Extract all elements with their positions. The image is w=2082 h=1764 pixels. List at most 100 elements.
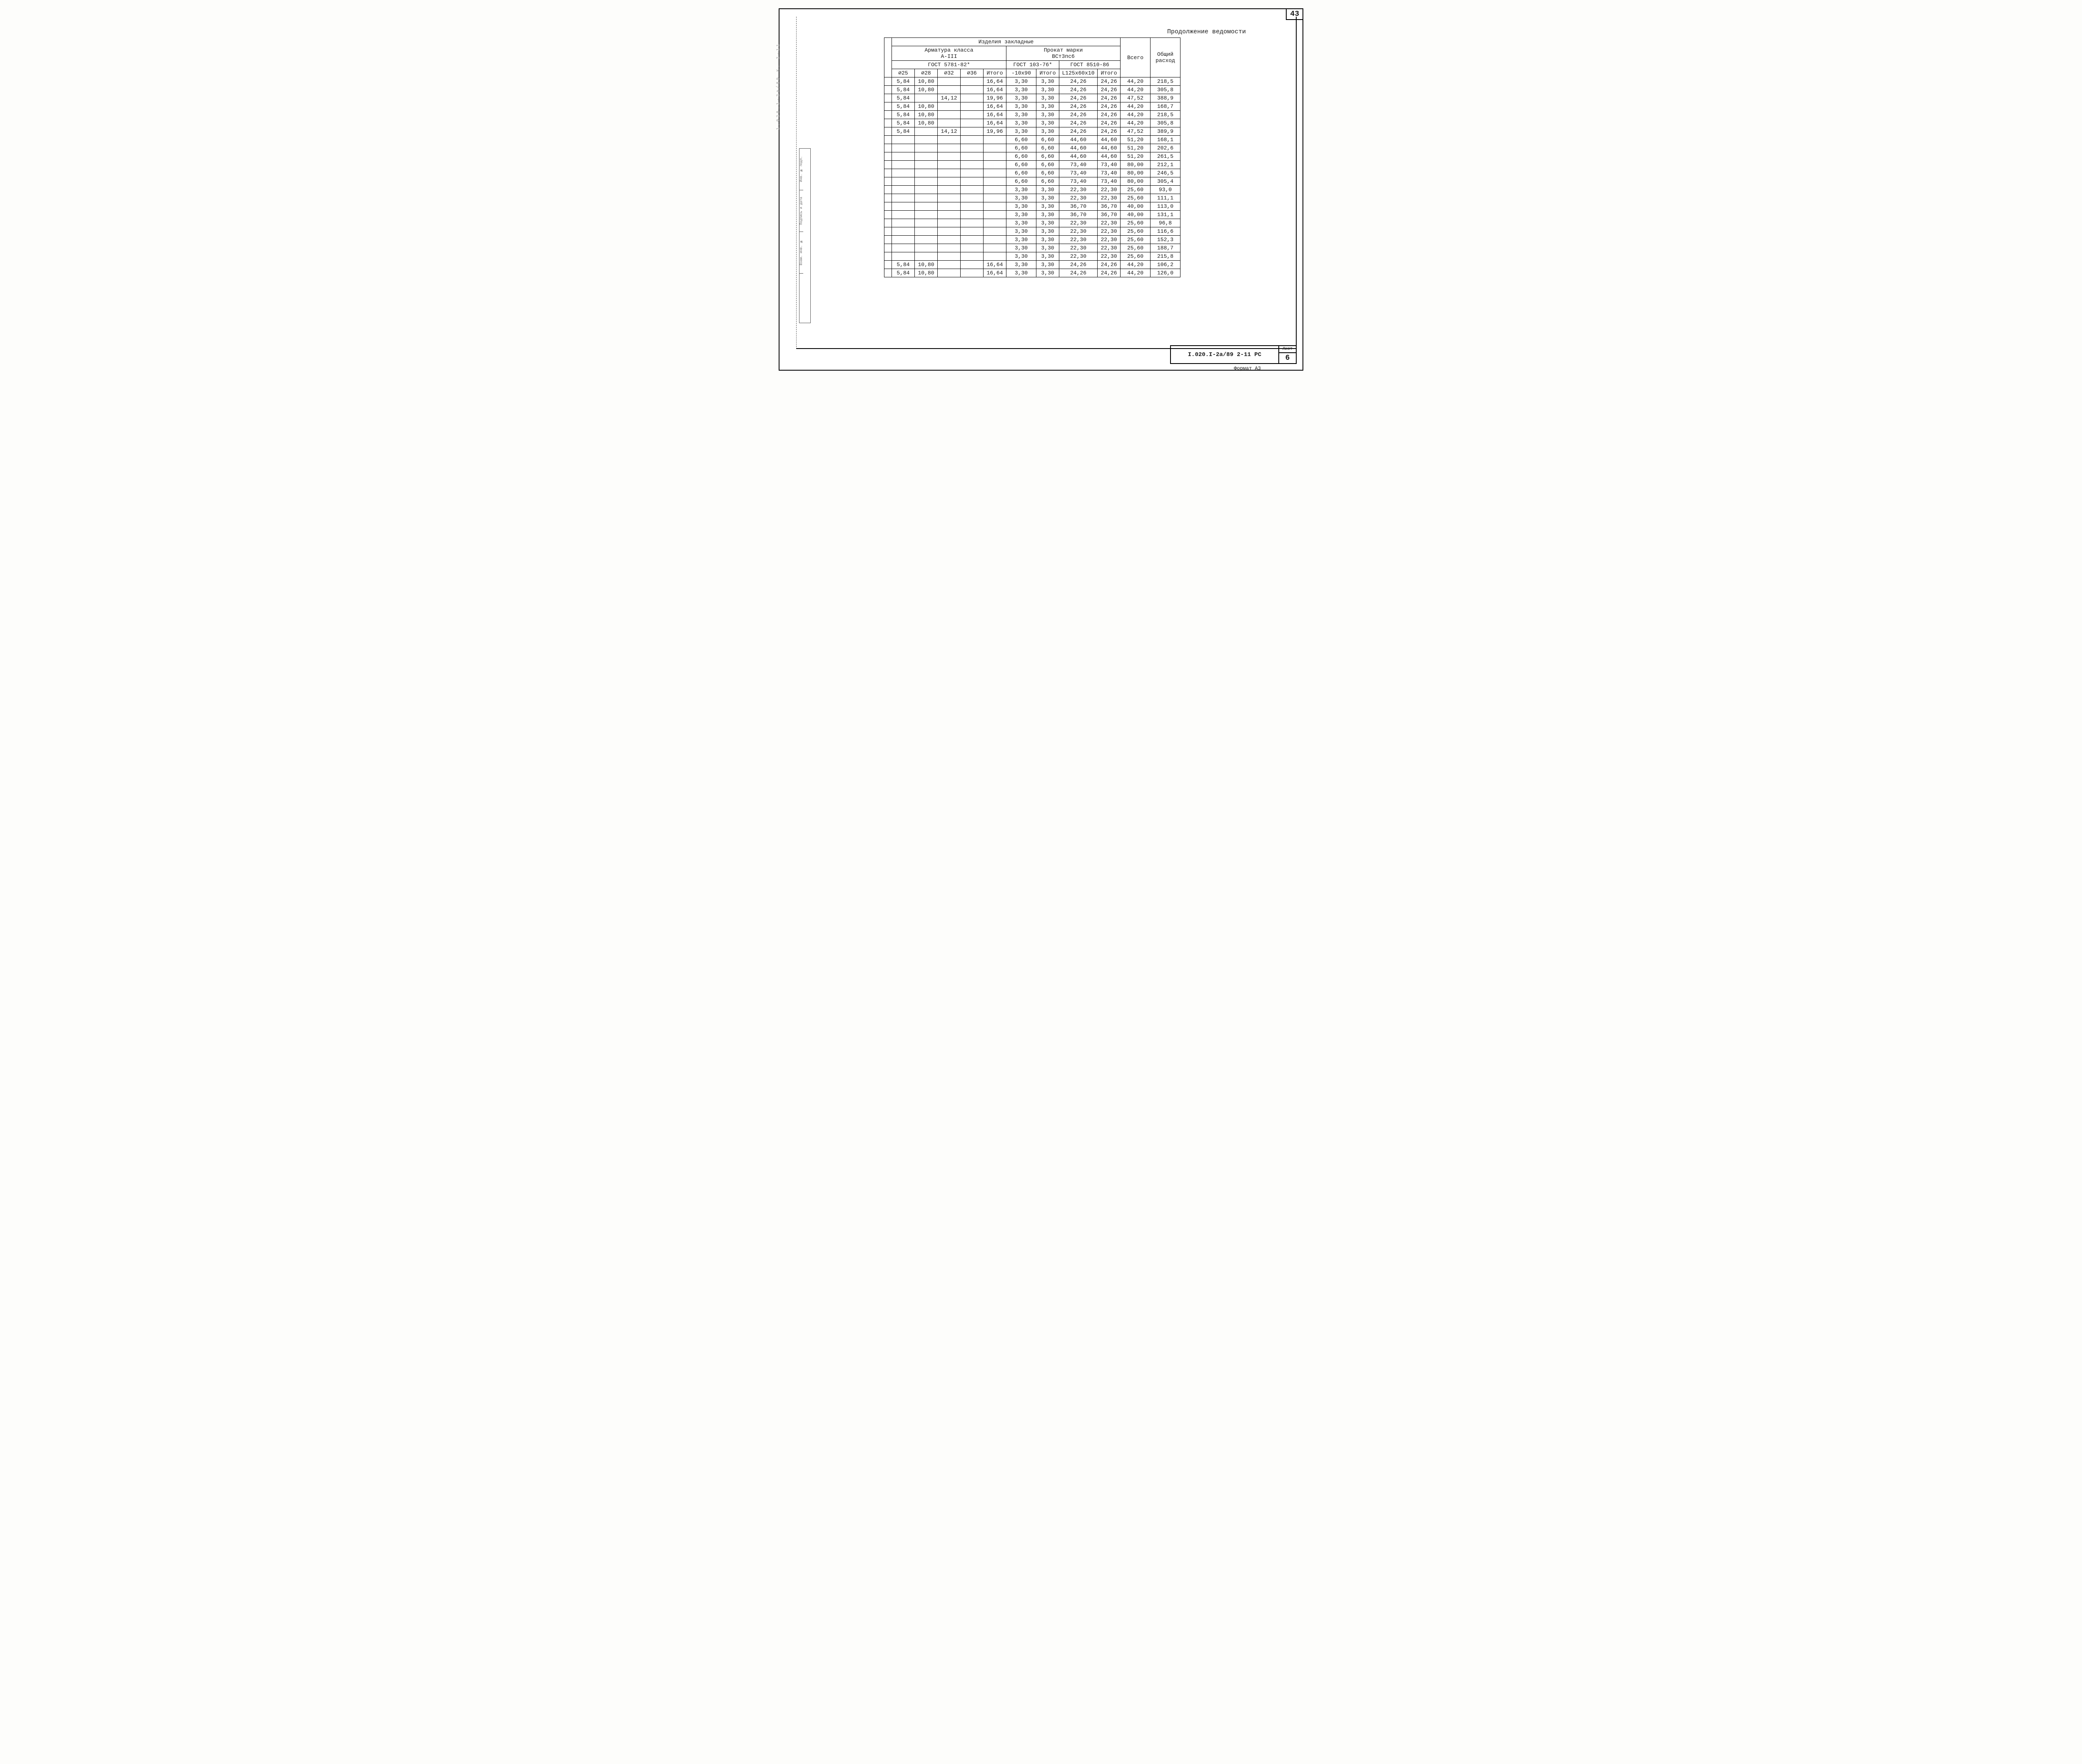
cell: 3,30	[1006, 186, 1036, 194]
cell: 73,40	[1059, 169, 1098, 177]
cell: 44,20	[1121, 119, 1151, 127]
cell	[961, 94, 984, 102]
cell: 6,60	[1006, 161, 1036, 169]
cell: 10,80	[915, 119, 938, 127]
cell: 3,30	[1006, 261, 1036, 269]
table-row: 5,8410,8016,643,303,3024,2624,2644,20126…	[884, 269, 1180, 277]
table-row: 3,303,3022,3022,3025,60111,1	[884, 194, 1180, 202]
cell	[984, 202, 1006, 211]
col-itogo-r1: Итого	[1036, 69, 1059, 77]
cell: 3,30	[1036, 202, 1059, 211]
col-10x90: -10х90	[1006, 69, 1036, 77]
cell: 40,00	[1121, 211, 1151, 219]
cell: 14,12	[938, 127, 961, 136]
cell	[915, 252, 938, 261]
cell	[915, 244, 938, 252]
table-row: 3,303,3022,3022,3025,60188,7	[884, 244, 1180, 252]
hdr-gost-r1: ГОСТ 103-76*	[1006, 61, 1059, 69]
cell: 44,60	[1098, 144, 1121, 152]
row-stub	[884, 261, 892, 269]
cell: 25,60	[1121, 244, 1151, 252]
cell: 6,60	[1006, 152, 1036, 161]
cell	[961, 111, 984, 119]
cell: 10,80	[915, 102, 938, 111]
table-row: 3,303,3022,3022,3025,6096,8	[884, 219, 1180, 227]
table-row: 3,303,3022,3022,3025,60152,3	[884, 236, 1180, 244]
cell: 6,60	[1006, 169, 1036, 177]
table-row: 5,8410,8016,643,303,3024,2624,2644,20218…	[884, 111, 1180, 119]
cell: 6,60	[1006, 177, 1036, 186]
cell: 22,30	[1098, 236, 1121, 244]
cell: 47,52	[1121, 127, 1151, 136]
cell: 22,30	[1098, 252, 1121, 261]
cell: 73,40	[1098, 177, 1121, 186]
row-stub	[884, 202, 892, 211]
cell: 51,20	[1121, 144, 1151, 152]
cell: 6,60	[1036, 177, 1059, 186]
cell: 10,80	[915, 111, 938, 119]
cell: 3,30	[1036, 227, 1059, 236]
cell	[938, 252, 961, 261]
cell: 44,20	[1121, 261, 1151, 269]
cell	[961, 152, 984, 161]
row-stub	[884, 236, 892, 244]
cell: 10,80	[915, 77, 938, 86]
cell	[938, 202, 961, 211]
cell: 3,30	[1006, 236, 1036, 244]
cell: 305,8	[1151, 86, 1180, 94]
table-row: 3,303,3036,7036,7040,00113,0	[884, 202, 1180, 211]
cell: 24,26	[1098, 102, 1121, 111]
cell	[938, 169, 961, 177]
cell	[984, 227, 1006, 236]
cell	[984, 219, 1006, 227]
cell: 188,7	[1151, 244, 1180, 252]
cell: 3,30	[1036, 102, 1059, 111]
cell: 24,26	[1098, 261, 1121, 269]
table-row: 6,606,6044,6044,6051,20168,1	[884, 136, 1180, 144]
col-l125: L125х60х10	[1059, 69, 1098, 77]
format-note: Формат А3	[1234, 366, 1261, 371]
table-body: 5,8410,8016,643,303,3024,2624,2644,20218…	[884, 77, 1180, 277]
table-row: 6,606,6073,4073,4080,00305,4	[884, 177, 1180, 186]
cell: 73,40	[1098, 161, 1121, 169]
cell: 25,60	[1121, 194, 1151, 202]
microfilm-code: 1.020.1-2а/89 К. 2-11	[776, 42, 781, 130]
cell: 6,60	[1036, 161, 1059, 169]
cell	[938, 102, 961, 111]
cell: 22,30	[1098, 219, 1121, 227]
cell: 3,30	[1036, 211, 1059, 219]
cell	[961, 136, 984, 144]
cell	[961, 102, 984, 111]
cell: 44,20	[1121, 77, 1151, 86]
cell: 3,30	[1006, 127, 1036, 136]
cell: 3,30	[1036, 119, 1059, 127]
cell	[984, 144, 1006, 152]
cell: 44,20	[1121, 102, 1151, 111]
cell	[984, 236, 1006, 244]
cell	[892, 194, 915, 202]
cell	[915, 186, 938, 194]
cell: 6,60	[1036, 152, 1059, 161]
row-stub	[884, 136, 892, 144]
cell: 36,70	[1098, 202, 1121, 211]
cell	[915, 144, 938, 152]
cell: 3,30	[1036, 261, 1059, 269]
cell: 24,26	[1098, 111, 1121, 119]
col-itogo-r2: Итого	[1098, 69, 1121, 77]
cell	[938, 77, 961, 86]
cell: 25,60	[1121, 236, 1151, 244]
col-d28: ⌀28	[915, 69, 938, 77]
row-stub	[884, 177, 892, 186]
cell: 5,84	[892, 111, 915, 119]
cell: 22,30	[1098, 194, 1121, 202]
sheet-label: Лист	[1279, 346, 1296, 353]
cell	[961, 161, 984, 169]
cell	[984, 177, 1006, 186]
cell: 5,84	[892, 102, 915, 111]
table-row: 3,303,3036,7036,7040,00131,1	[884, 211, 1180, 219]
table-row: 6,606,6073,4073,4080,00212,1	[884, 161, 1180, 169]
cell	[961, 236, 984, 244]
cell: 93,0	[1151, 186, 1180, 194]
cell: 5,84	[892, 269, 915, 277]
hdr-arm-l1: Арматура класса	[924, 47, 973, 53]
